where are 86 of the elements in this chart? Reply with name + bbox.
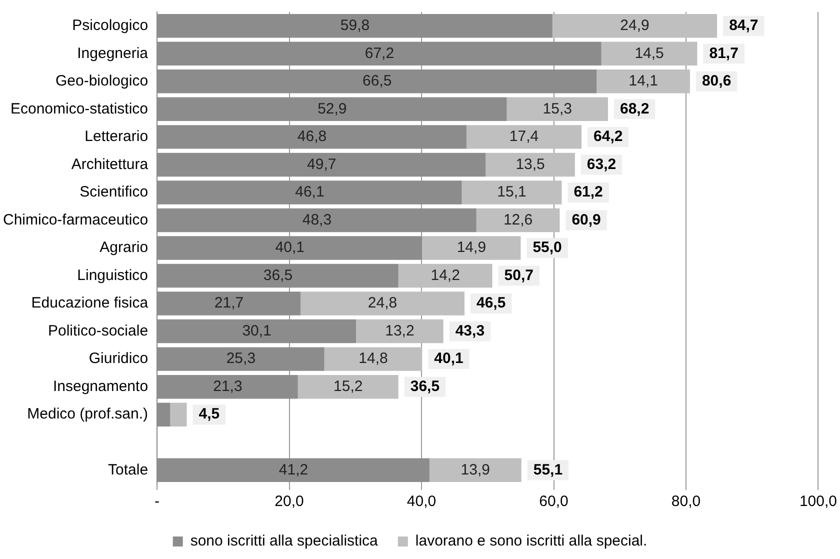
- x-tick-label: 40,0: [406, 493, 436, 510]
- bar: [596, 70, 690, 94]
- data-label: 14,9: [456, 239, 486, 256]
- y-tick-label: Letterario: [84, 128, 148, 146]
- data-label: 13,5: [516, 156, 545, 173]
- data-label: 48,3: [302, 211, 332, 228]
- data-label: 52,9: [318, 100, 347, 118]
- total-label: 46,5: [476, 294, 506, 312]
- data-label: 25,3: [226, 350, 256, 368]
- y-tick-label: Insegnamento: [52, 378, 148, 395]
- data-label: 17,4: [509, 128, 539, 146]
- y-tick-label: Politico-sociale: [48, 322, 148, 340]
- bar: [466, 125, 582, 149]
- bar: [601, 42, 698, 66]
- bar: [300, 292, 464, 316]
- total-label: 60,9: [572, 211, 601, 228]
- y-tick-label: Psicologico: [72, 17, 148, 34]
- data-label: 15,2: [334, 378, 363, 395]
- data-label: 14,8: [358, 350, 388, 368]
- data-label: 14,1: [628, 72, 658, 90]
- data-label: 15,1: [497, 184, 526, 201]
- data-label: 46,8: [297, 128, 327, 146]
- bar: [429, 458, 522, 482]
- data-label: 49,7: [306, 156, 336, 173]
- x-tick-label: 100,0: [799, 493, 838, 510]
- data-label: 14,2: [430, 266, 460, 284]
- total-label: 4,5: [198, 406, 220, 423]
- data-label: 67,2: [364, 44, 394, 62]
- bar: [462, 180, 562, 204]
- bar: [422, 236, 521, 260]
- y-tick-label: Educazione fisica: [31, 294, 149, 312]
- data-label: 21,3: [213, 378, 242, 395]
- y-tick-label: Chimico-farmaceutico: [2, 211, 148, 228]
- total-label: 50,7: [504, 266, 534, 284]
- y-tick-label: Architettura: [71, 156, 149, 173]
- data-label: 13,2: [385, 322, 414, 340]
- data-label: 14,5: [634, 44, 664, 62]
- y-tick-label: Totale: [108, 461, 148, 478]
- total-label: 84,7: [729, 17, 758, 34]
- y-tick-label: Linguistico: [77, 266, 148, 284]
- total-label: 64,2: [594, 128, 623, 146]
- total-label: 80,6: [702, 72, 732, 90]
- total-label: 68,2: [620, 100, 650, 118]
- x-tick-label: -: [154, 493, 160, 510]
- bar: [476, 208, 560, 232]
- data-label: 24,9: [620, 17, 650, 34]
- legend-label: lavorano e sono iscritti alla special.: [415, 532, 648, 550]
- total-label: 36,5: [410, 378, 440, 395]
- total-label: 61,2: [574, 184, 603, 201]
- data-label: 13,9: [460, 461, 490, 478]
- bar: [356, 319, 444, 344]
- data-label: 15,3: [542, 100, 572, 118]
- total-label: 55,1: [533, 461, 563, 478]
- data-label: 66,5: [362, 72, 392, 90]
- data-label: 36,5: [263, 266, 293, 284]
- data-label: 46,1: [295, 184, 324, 201]
- x-tick-label: 20,0: [274, 493, 304, 510]
- x-tick-label: 60,0: [539, 493, 568, 510]
- bar: [298, 374, 398, 399]
- y-tick-label: Economico-statistico: [10, 100, 148, 118]
- data-label: 40,1: [275, 239, 304, 256]
- data-label: 41,2: [278, 461, 308, 478]
- bar: [398, 264, 492, 288]
- data-label: 12,6: [503, 211, 533, 228]
- bar: [324, 347, 422, 371]
- data-label: 24,8: [368, 294, 398, 312]
- y-tick-label: Giuridico: [88, 350, 148, 368]
- data-label: 21,7: [214, 294, 244, 312]
- y-tick-label: Geo-biologico: [55, 72, 148, 90]
- x-tick-label: 80,0: [671, 493, 701, 510]
- legend-label: sono iscritti alla specialistica: [190, 532, 379, 550]
- bar: [506, 97, 608, 122]
- total-label: 43,3: [455, 322, 485, 340]
- total-label: 81,7: [709, 44, 738, 62]
- bar: [486, 152, 575, 177]
- total-label: 63,2: [586, 156, 616, 173]
- y-tick-label: Ingegneria: [77, 44, 149, 62]
- total-label: 40,1: [434, 350, 464, 368]
- y-tick-label: Agrario: [100, 239, 148, 256]
- bar: [170, 402, 187, 426]
- y-tick-label: Medico (prof.san.): [27, 406, 148, 423]
- y-tick-label: Scientifico: [80, 184, 148, 201]
- data-label: 59,8: [340, 17, 370, 34]
- bar: [552, 14, 718, 38]
- total-label: 55,0: [532, 239, 562, 256]
- data-label: 30,1: [242, 322, 272, 340]
